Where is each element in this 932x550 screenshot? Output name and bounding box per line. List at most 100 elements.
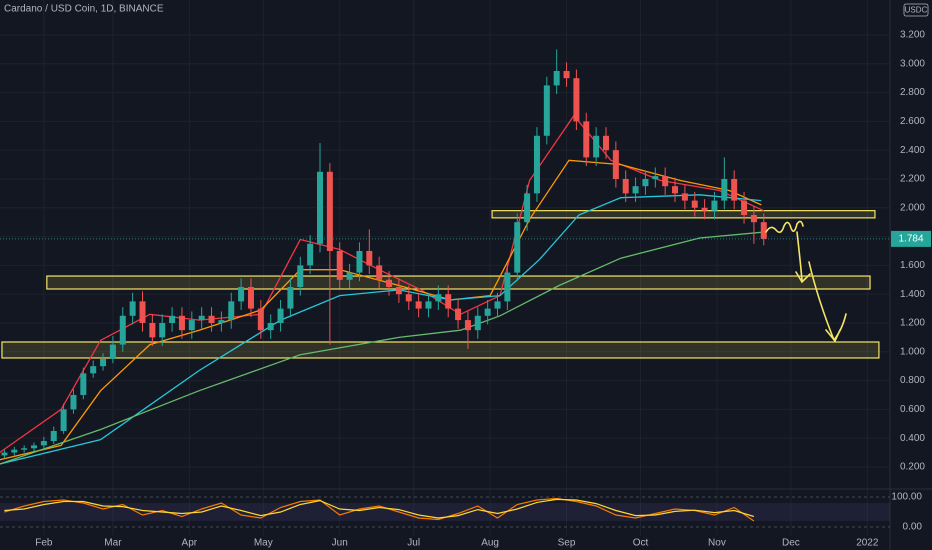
candle-body: [21, 448, 28, 450]
candle-body: [662, 176, 669, 187]
candle-body: [681, 193, 688, 201]
candle-body: [178, 315, 185, 331]
candle-body: [494, 301, 501, 309]
candle-body: [395, 286, 402, 295]
support-zone: [1, 341, 880, 359]
hand-drawn-arrow: [765, 220, 847, 343]
y-tick-label: 2.800: [900, 87, 925, 98]
y-tick-label: 0.600: [900, 404, 925, 415]
candle-body: [504, 272, 511, 302]
candle-body: [553, 70, 560, 86]
candle-body: [464, 320, 471, 331]
candle-body: [672, 186, 679, 194]
candle-body: [721, 178, 728, 201]
last-price-box: [891, 230, 931, 247]
zones: [1, 210, 880, 359]
candle-body: [90, 366, 97, 374]
y-tick-label: 0.400: [900, 433, 925, 444]
x-tick-label: Aug: [481, 538, 499, 549]
y-tick-label: 1.400: [900, 289, 925, 300]
candle-body: [40, 441, 47, 446]
candle-body: [593, 135, 600, 158]
candle-body: [366, 250, 373, 266]
candle-body: [652, 176, 659, 179]
candle-body: [149, 322, 156, 338]
candle-body: [317, 171, 324, 244]
candle-body: [405, 294, 412, 302]
candle-body: [602, 135, 609, 151]
x-tick-label: Nov: [708, 538, 726, 549]
candle-body: [100, 358, 107, 367]
x-tick-label: Feb: [35, 538, 53, 549]
candle-body: [80, 373, 87, 395]
candle-body: [307, 243, 314, 266]
candle-body: [514, 222, 521, 273]
candle-body: [731, 178, 738, 201]
support-zone: [491, 210, 876, 219]
candle-body: [257, 308, 264, 331]
candle-body: [208, 315, 215, 323]
candle-body: [129, 301, 136, 316]
candle-body: [50, 430, 57, 442]
x-tick-label: Jun: [332, 538, 348, 549]
y-tick-label: 2.600: [900, 116, 925, 127]
candle-body: [218, 320, 225, 323]
x-tick-label: Dec: [782, 538, 800, 549]
candle-body: [701, 207, 708, 211]
candle-body: [741, 200, 748, 215]
candle-body: [119, 315, 126, 345]
oscillator-tick-label: 0.00: [903, 522, 923, 533]
candle-body: [563, 70, 570, 79]
candle-body: [297, 265, 304, 287]
candle-body: [425, 301, 432, 309]
candle-body: [543, 85, 550, 136]
candle-body: [1, 452, 8, 456]
candle-body: [169, 315, 176, 323]
candle-body: [376, 265, 383, 280]
currency: USDC: [905, 6, 928, 15]
currency-badge: [903, 3, 929, 17]
candle-body: [198, 315, 205, 321]
candle-body: [356, 250, 363, 273]
candle-body: [750, 214, 757, 223]
candle-body: [445, 294, 452, 309]
y-tick-label: 2.000: [900, 202, 925, 213]
candle-body: [632, 186, 639, 194]
y-tick-label: 2.200: [900, 174, 925, 185]
candle-body: [336, 250, 343, 280]
candle-body: [642, 178, 649, 187]
candle-body: [238, 286, 245, 302]
candle-body: [109, 344, 116, 359]
last-price-label: 1.784: [898, 234, 923, 245]
y-tick-label: 3.200: [900, 30, 925, 41]
x-tick-label: Apr: [182, 538, 198, 549]
candle-body: [583, 121, 590, 158]
candle-body: [267, 322, 274, 331]
candle-body: [70, 394, 77, 410]
candle-body: [612, 150, 619, 179]
candle-body: [287, 286, 294, 309]
y-tick-label: 0.200: [900, 462, 925, 473]
moving-average: [0, 231, 762, 465]
candle-body: [386, 279, 393, 287]
oscillator-band: [0, 502, 890, 521]
candles: [0, 49, 890, 459]
candle-body: [711, 200, 718, 211]
candle-body: [484, 308, 491, 316]
candle-body: [415, 301, 422, 309]
candle-body: [760, 222, 767, 239]
x-tick-label: Oct: [633, 538, 649, 549]
candle-body: [159, 322, 166, 338]
y-tick-label: 1.200: [900, 318, 925, 329]
candle-body: [573, 78, 580, 122]
candle-body: [435, 294, 442, 302]
grid: [0, 0, 890, 535]
y-tick-label: 2.400: [900, 145, 925, 156]
x-tick-label: Jul: [407, 538, 420, 549]
chart-title: Cardano / USD Coin, 1D, BINANCE: [4, 4, 164, 15]
candle-body: [474, 315, 481, 331]
y-tick-label: 3.000: [900, 58, 925, 69]
candle-body: [247, 286, 254, 309]
